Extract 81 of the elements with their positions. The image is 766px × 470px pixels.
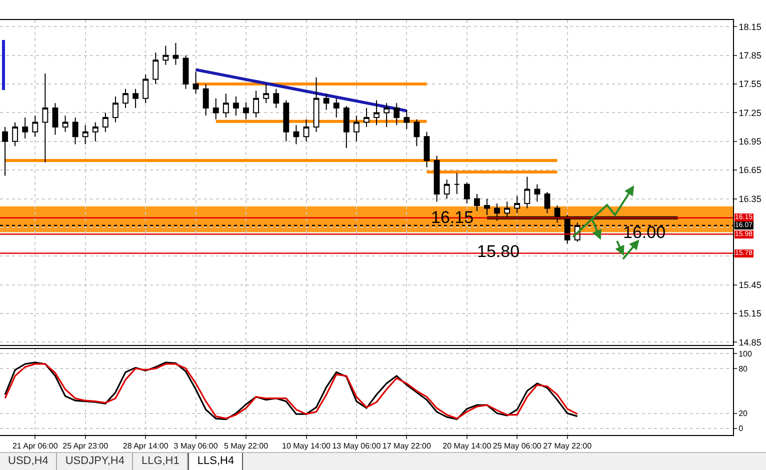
x-tick-label: 28 Apr 14:00: [122, 442, 169, 451]
y-tick-label: 17.85: [738, 50, 762, 61]
candlestick: [212, 98, 219, 120]
text: LLS,H4: [188, 453, 244, 470]
candlestick: [424, 131, 430, 168]
candlestick: [273, 88, 280, 108]
candlestick: [404, 109, 410, 130]
x-tick-label: 5 May 22:00: [224, 442, 269, 451]
candlestick: [544, 192, 550, 214]
x-tick-label: 25 Apr 23:00: [62, 442, 109, 451]
candlestick: [323, 93, 330, 110]
candlestick: [192, 71, 199, 94]
candlestick: [534, 184, 540, 202]
y-tick-label: 17.55: [738, 79, 762, 90]
candlestick: [2, 126, 8, 176]
candlestick: [32, 115, 38, 138]
y-tick-label: 0: [738, 424, 744, 434]
candlestick: [474, 193, 480, 212]
x-tick-label: 21 Apr 06:00: [12, 442, 58, 451]
y-tick-label: 14.85: [738, 337, 762, 348]
candlestick: [243, 102, 249, 120]
y-tick-label: 15.45: [738, 280, 762, 290]
candlestick: [514, 195, 520, 214]
candlestick: [233, 96, 239, 116]
candlestick: [524, 176, 530, 209]
y-tick-label: 20: [738, 409, 748, 418]
y-tick-label: 17.25: [738, 108, 762, 118]
candlestick: [394, 102, 400, 126]
candlestick: [253, 90, 260, 118]
candlestick: [283, 100, 290, 142]
candlestick: [374, 100, 380, 126]
text: USD,H4: [0, 453, 58, 470]
x-tick-label: 27 May 22:00: [543, 442, 592, 451]
candlestick: [82, 124, 88, 145]
x-tick-label: 25 May 06:00: [492, 442, 542, 451]
candlestick: [303, 118, 310, 142]
candlestick: [434, 155, 440, 202]
x-tick-label: 13 May 06:00: [332, 442, 382, 451]
y-tick-label: 16.65: [738, 165, 762, 176]
candlestick: [132, 88, 139, 108]
x-tick-label: 10 May 14:00: [282, 442, 332, 451]
x-tick-label: 17 May 22:00: [382, 442, 432, 451]
candlestick: [182, 54, 189, 90]
candlestick: [293, 124, 300, 145]
candlestick: [102, 112, 108, 132]
candlestick: [152, 52, 159, 85]
x-tick-label: 20 May 14:00: [442, 442, 492, 451]
candlestick: [112, 96, 118, 123]
candlestick: [333, 98, 340, 118]
candlestick: [142, 74, 149, 104]
candlestick: [92, 122, 98, 142]
candlestick: [263, 84, 270, 104]
candlestick: [444, 179, 450, 200]
candlestick: [22, 117, 28, 140]
text: LLG,H1: [133, 453, 188, 470]
x-tick-label: 3 May 06:00: [174, 442, 218, 451]
y-tick-label: 15.15: [738, 308, 762, 319]
candlestick: [52, 102, 58, 136]
y-tick-label: 18.15: [738, 22, 762, 32]
candlestick: [414, 118, 420, 147]
candlestick: [464, 182, 470, 204]
y-tick-label: 16.35: [738, 194, 762, 204]
candlestick: [202, 84, 209, 116]
candlestick: [454, 172, 460, 194]
y-tick-label: 80: [738, 364, 748, 374]
candlestick: [343, 106, 350, 149]
y-tick-label: 100: [738, 349, 752, 358]
candlestick: [222, 93, 229, 118]
candlestick: [384, 102, 390, 128]
y-tick-label: 16.95: [738, 136, 762, 147]
candlestick: [364, 107, 370, 128]
candlestick: [313, 76, 320, 132]
candlestick: [172, 42, 179, 66]
candlestick: [12, 122, 18, 147]
candlestick: [72, 117, 78, 145]
candlestick: [354, 115, 360, 142]
text: USDJPY,H4: [57, 453, 134, 470]
candlestick: [122, 88, 128, 108]
candlestick: [62, 115, 68, 132]
candlestick: [42, 73, 48, 163]
candlestick: [162, 45, 169, 66]
